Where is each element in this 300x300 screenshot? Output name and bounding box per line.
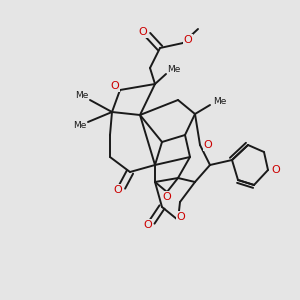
Text: O: O [144, 220, 152, 230]
Text: Me: Me [167, 65, 181, 74]
Text: Me: Me [213, 98, 227, 106]
Text: Me: Me [73, 122, 87, 130]
Text: O: O [139, 27, 147, 37]
Text: O: O [163, 192, 171, 202]
Text: O: O [184, 35, 192, 45]
Text: O: O [114, 185, 122, 195]
Text: O: O [177, 212, 185, 222]
Text: O: O [204, 140, 212, 150]
Text: O: O [272, 165, 280, 175]
Text: O: O [111, 81, 119, 91]
Text: Me: Me [75, 92, 89, 100]
